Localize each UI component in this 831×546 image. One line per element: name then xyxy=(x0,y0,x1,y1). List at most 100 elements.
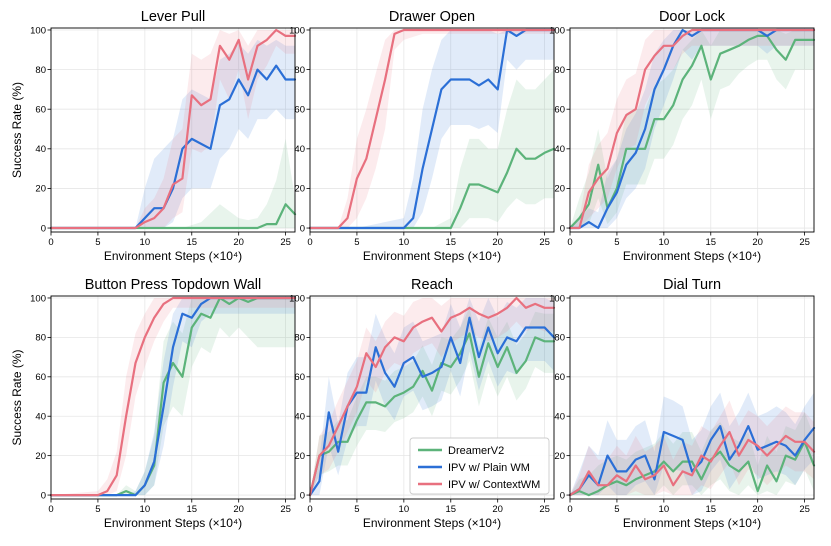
x-tick-label: 5 xyxy=(354,237,359,248)
panel-title: Dial Turn xyxy=(663,277,721,293)
y-tick-label: 60 xyxy=(294,105,305,116)
band-2 xyxy=(51,30,295,228)
y-tick-label: 60 xyxy=(294,372,305,383)
panel-title: Door Lock xyxy=(659,9,726,25)
x-tick-label: 10 xyxy=(140,504,151,515)
y-tick-label: 0 xyxy=(560,223,565,234)
x-tick-label: 0 xyxy=(307,237,312,248)
legend-label-2: IPV w/ ContextWM xyxy=(448,479,540,491)
band-2 xyxy=(310,298,554,496)
x-tick-label: 25 xyxy=(539,504,550,515)
y-tick-label: 80 xyxy=(294,333,305,344)
series-line-1 xyxy=(568,28,816,230)
x-tick-label: 5 xyxy=(354,504,359,515)
y-tick-label: 80 xyxy=(554,65,565,76)
y-tick-label: 60 xyxy=(554,372,565,383)
x-tick-label: 0 xyxy=(567,504,572,515)
x-tick-label: 0 xyxy=(48,504,53,515)
x-tick-label: 25 xyxy=(280,237,291,248)
x-axis-label: Environment Steps (×10⁴) xyxy=(104,249,242,263)
y-tick-label: 20 xyxy=(294,451,305,462)
y-tick-label: 80 xyxy=(554,333,565,344)
x-tick-label: 5 xyxy=(95,504,100,515)
x-tick-label: 20 xyxy=(233,504,244,515)
x-tick-label: 25 xyxy=(799,237,810,248)
x-tick-label: 10 xyxy=(399,237,410,248)
x-tick-label: 20 xyxy=(233,237,244,248)
x-tick-label: 10 xyxy=(140,237,151,248)
y-tick-label: 80 xyxy=(35,333,46,344)
y-tick-label: 20 xyxy=(35,451,46,462)
x-axis-label: Environment Steps (×10⁴) xyxy=(104,516,242,530)
y-axis-label: Success Rate (%) xyxy=(10,349,24,445)
y-tick-label: 40 xyxy=(35,144,46,155)
x-tick-label: 20 xyxy=(752,504,763,515)
x-tick-label: 0 xyxy=(567,237,572,248)
series-line-0 xyxy=(568,440,816,497)
y-tick-label: 0 xyxy=(300,223,305,234)
y-tick-label: 20 xyxy=(35,184,46,195)
band-1 xyxy=(51,298,295,496)
panel-title: Reach xyxy=(411,277,453,293)
x-axis-label: Environment Steps (×10⁴) xyxy=(363,516,501,530)
x-axis-label: Environment Steps (×10⁴) xyxy=(363,249,501,263)
series-line-2 xyxy=(568,28,816,230)
y-tick-label: 60 xyxy=(35,372,46,383)
y-tick-label: 20 xyxy=(554,451,565,462)
y-axis-label: Success Rate (%) xyxy=(10,82,24,178)
x-tick-label: 20 xyxy=(492,504,503,515)
x-tick-label: 15 xyxy=(445,237,456,248)
panel-1: 0 5 10 15 20 25 0 20 40 60 80 100 Drawer Open Environ… xyxy=(289,9,556,263)
x-tick-label: 20 xyxy=(752,237,763,248)
x-tick-label: 15 xyxy=(445,504,456,515)
panel-title: Lever Pull xyxy=(141,9,205,25)
y-tick-label: 0 xyxy=(41,490,46,501)
band-1 xyxy=(570,392,814,496)
band-0 xyxy=(570,30,814,228)
y-tick-label: 40 xyxy=(554,412,565,423)
band-1 xyxy=(570,30,814,228)
axes-frame xyxy=(569,295,815,500)
panel-5: 0 5 10 15 20 25 0 20 40 60 80 100 Dial Turn Environme… xyxy=(549,277,816,530)
y-tick-label: 0 xyxy=(560,490,565,501)
series-line-2 xyxy=(308,28,556,230)
y-tick-label: 20 xyxy=(554,184,565,195)
legend: DreamerV2 IPV w/ Plain WM IPV w/ ContextWM xyxy=(409,437,550,495)
y-tick-label: 100 xyxy=(289,25,305,36)
legend-label-1: IPV w/ Plain WM xyxy=(448,462,530,474)
axes-frame xyxy=(309,295,555,500)
y-tick-label: 0 xyxy=(41,223,46,234)
series-line-2 xyxy=(568,430,816,497)
series-line-0 xyxy=(308,332,556,497)
series-line-2 xyxy=(49,296,297,497)
axes-frame xyxy=(309,27,555,233)
x-tick-label: 15 xyxy=(186,504,197,515)
x-tick-label: 20 xyxy=(492,237,503,248)
panel-0: 0 5 10 15 20 25 0 20 40 60 80 100 Lever Pull Environm… xyxy=(10,9,297,263)
series-line-0 xyxy=(49,203,297,230)
series-line-2 xyxy=(308,296,556,497)
band-1 xyxy=(310,298,554,496)
y-tick-label: 100 xyxy=(549,25,565,36)
x-tick-label: 15 xyxy=(705,237,716,248)
series-line-1 xyxy=(49,64,297,230)
y-tick-label: 40 xyxy=(294,412,305,423)
y-tick-label: 60 xyxy=(35,105,46,116)
panel-3: 0 5 10 15 20 25 0 20 40 60 80 100 Button Press Topdo… xyxy=(10,277,297,530)
x-axis-label: Environment Steps (×10⁴) xyxy=(623,249,761,263)
y-tick-label: 80 xyxy=(35,65,46,76)
series-line-0 xyxy=(308,147,556,230)
y-tick-label: 40 xyxy=(35,412,46,423)
x-tick-label: 5 xyxy=(95,237,100,248)
y-tick-label: 100 xyxy=(30,293,46,304)
band-2 xyxy=(310,30,554,228)
band-2 xyxy=(570,30,814,228)
x-tick-label: 5 xyxy=(614,237,619,248)
x-tick-label: 10 xyxy=(659,237,670,248)
series-line-1 xyxy=(568,425,816,497)
x-tick-label: 15 xyxy=(186,237,197,248)
axes-frame xyxy=(569,27,815,233)
panel-title: Button Press Topdown Wall xyxy=(85,277,262,293)
y-tick-label: 40 xyxy=(294,144,305,155)
